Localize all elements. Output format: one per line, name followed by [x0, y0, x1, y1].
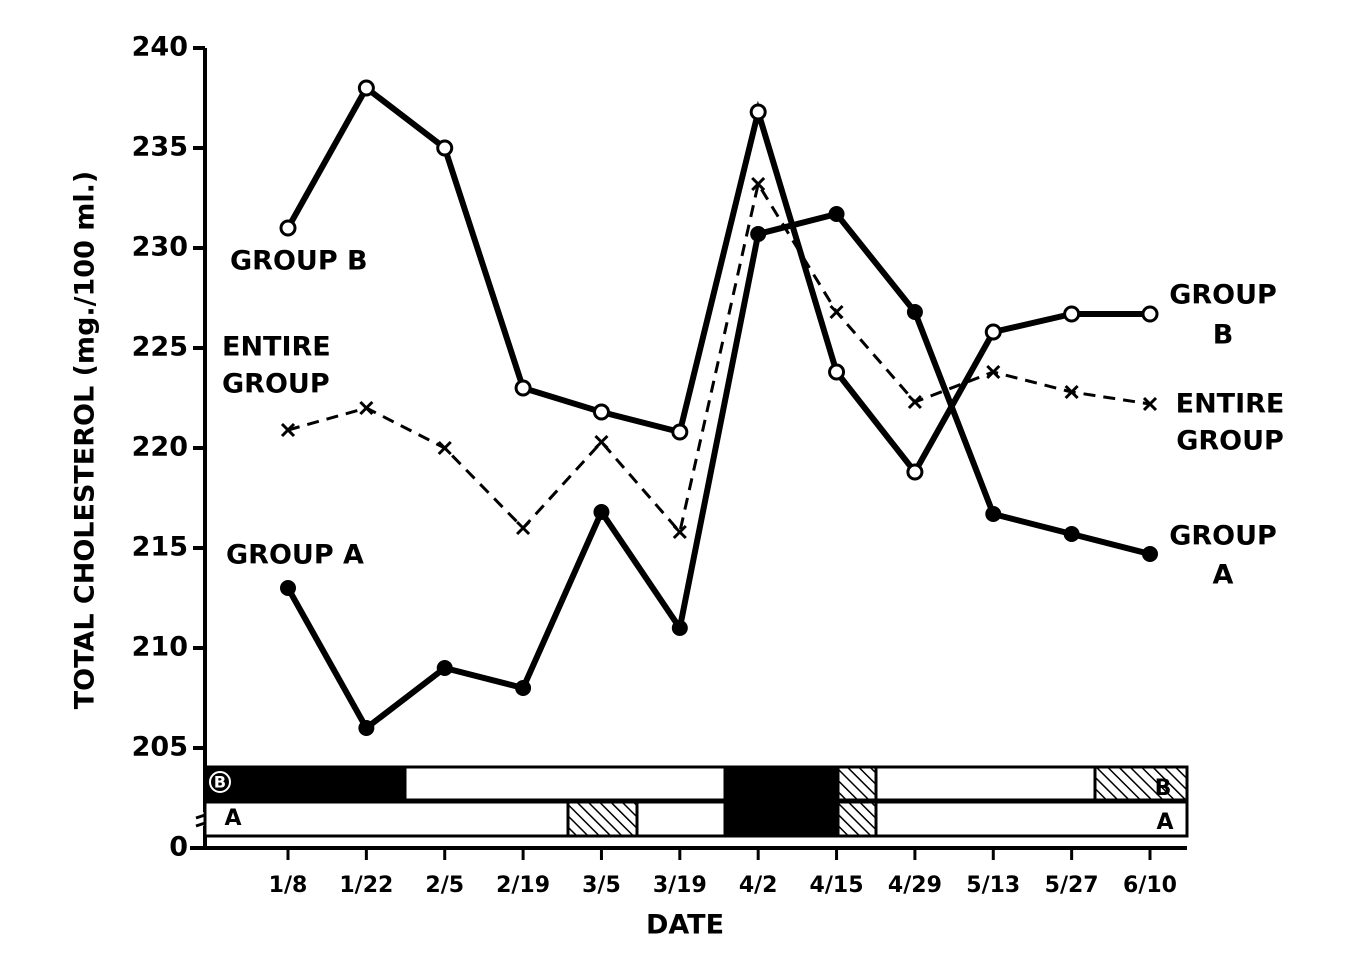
x-tick-label: 4/15 — [810, 873, 864, 898]
series-label: GROUP B — [230, 246, 368, 277]
point — [828, 363, 846, 381]
series-line — [285, 210, 1151, 733]
point — [514, 379, 532, 397]
x-tick-label: 3/19 — [653, 873, 707, 898]
series-label: GROUP A — [226, 540, 364, 571]
x-axis-title: DATE — [646, 910, 724, 941]
x-tick-label: 4/29 — [888, 873, 942, 898]
series-label: GROUP — [1169, 521, 1277, 552]
x-tick-label: 5/13 — [966, 873, 1020, 898]
x-tick-label: 2/5 — [425, 873, 464, 898]
x-tick-label: 2/19 — [496, 873, 550, 898]
point — [828, 206, 845, 222]
series-line — [285, 83, 1150, 478]
point — [906, 304, 923, 320]
point — [906, 463, 924, 481]
x-tick-label: 1/8 — [269, 873, 308, 898]
point — [592, 403, 610, 421]
point — [672, 524, 687, 540]
point — [436, 660, 453, 676]
diet-schedule — [203, 765, 1189, 838]
y-tick-label: 240 — [132, 32, 188, 63]
x-tick-label: 1/22 — [339, 873, 393, 898]
schedule-label: A — [224, 806, 241, 831]
series-line — [287, 180, 1151, 536]
y-tick-label: 220 — [132, 432, 188, 463]
y-tick-label: 230 — [132, 232, 188, 263]
y-tick-label: 235 — [132, 132, 188, 163]
series-label: B — [1213, 320, 1234, 351]
y-tick-label: 215 — [132, 532, 188, 563]
point — [594, 434, 609, 450]
y-axis-title: TOTAL CHOLESTEROL (mg./100 ml.) — [70, 171, 101, 710]
point — [437, 440, 452, 456]
point — [1142, 396, 1158, 412]
point — [436, 139, 454, 157]
point — [1063, 305, 1081, 323]
x-tick-label: 4/2 — [739, 873, 778, 898]
schedule-label: A — [1156, 810, 1173, 835]
point — [671, 423, 689, 441]
x-tick-label: 6/10 — [1123, 873, 1177, 898]
point — [359, 400, 374, 416]
point — [280, 580, 296, 596]
series-label: ENTIRE — [1176, 389, 1285, 420]
point — [1141, 305, 1159, 323]
y-tick-label: 205 — [132, 732, 188, 763]
x-tick-label: 3/5 — [582, 873, 621, 898]
series-label: GROUP — [1176, 426, 1284, 457]
point — [986, 364, 1001, 380]
point — [1063, 526, 1080, 542]
point — [1142, 546, 1158, 562]
y-tick-label: 0 — [169, 832, 188, 863]
y-tick-label: 210 — [132, 632, 188, 663]
point — [280, 422, 296, 438]
series-label: A — [1213, 560, 1234, 591]
point — [671, 620, 688, 636]
point — [279, 219, 297, 237]
point — [1064, 384, 1079, 400]
point — [751, 176, 766, 192]
schedule-label: B — [1155, 776, 1172, 801]
point — [985, 506, 1002, 522]
schedule-label-ring — [209, 771, 231, 793]
point — [593, 504, 610, 520]
point — [984, 323, 1002, 341]
x-tick-label: 5/27 — [1045, 873, 1099, 898]
series-label: ENTIRE — [222, 332, 331, 363]
point — [357, 79, 375, 97]
point — [907, 394, 922, 410]
point — [749, 103, 767, 121]
schedule-label: B — [214, 773, 226, 792]
point — [829, 304, 844, 320]
y-tick-label: 225 — [132, 332, 188, 363]
point — [750, 226, 767, 242]
series-label: GROUP — [222, 369, 330, 400]
point — [515, 680, 532, 696]
series-label: GROUP — [1169, 280, 1277, 311]
point — [516, 520, 531, 536]
point — [358, 720, 375, 736]
